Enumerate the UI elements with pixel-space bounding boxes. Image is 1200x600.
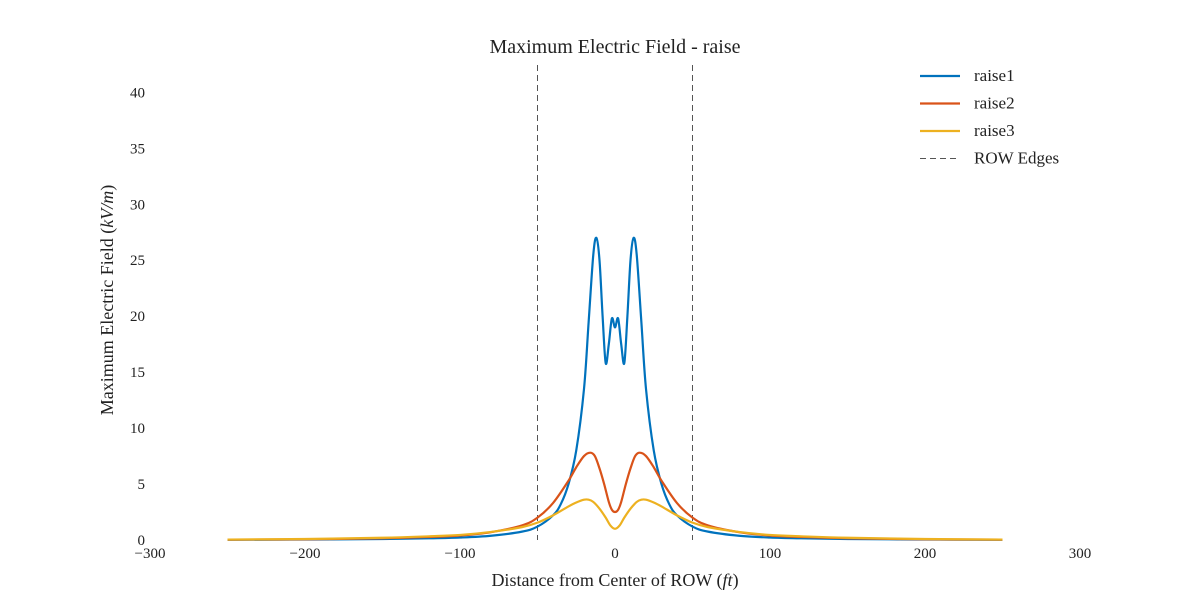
x-tick-label: −200 — [290, 546, 321, 562]
row-edge-lines — [537, 65, 693, 540]
y-tick-label: 20 — [130, 309, 145, 325]
x-tick-label: 200 — [914, 546, 937, 562]
legend-label: raise1 — [974, 66, 1015, 85]
x-axis-label: Distance from Center of ROW (ft) — [491, 570, 738, 591]
y-tick-label: 15 — [130, 365, 145, 381]
x-tick-label: 300 — [1069, 546, 1092, 562]
legend: raise1 raise2 raise3 ROW Edges — [920, 66, 1059, 168]
y-tick-label: 25 — [130, 253, 145, 269]
chart-title: Maximum Electric Field - raise — [489, 36, 740, 58]
legend-label: raise3 — [974, 121, 1015, 140]
series-lines — [227, 236, 1003, 541]
x-tick-label: 0 — [611, 546, 619, 562]
y-axis-label: Maximum Electric Field (kV/m) — [97, 185, 118, 415]
y-tick-label: 5 — [138, 477, 146, 493]
legend-label: raise2 — [974, 94, 1015, 113]
x-tick-label: −300 — [135, 546, 166, 562]
x-tick-label: 100 — [759, 546, 782, 562]
x-axis-ticks: −300 −200 −100 0 100 200 300 — [135, 546, 1092, 562]
y-tick-label: 0 — [138, 533, 146, 549]
y-tick-label: 10 — [130, 421, 145, 437]
y-tick-label: 30 — [130, 197, 145, 213]
x-tick-label: −100 — [445, 546, 476, 562]
series-line-raise1 — [227, 236, 1003, 541]
y-tick-label: 35 — [130, 141, 145, 157]
y-tick-label: 40 — [130, 85, 145, 101]
y-axis-ticks: 0 5 10 15 20 25 30 35 40 — [130, 85, 145, 549]
legend-label: ROW Edges — [974, 149, 1059, 168]
series-line-raise2 — [227, 451, 1003, 541]
series-line-raise3 — [227, 498, 1003, 541]
